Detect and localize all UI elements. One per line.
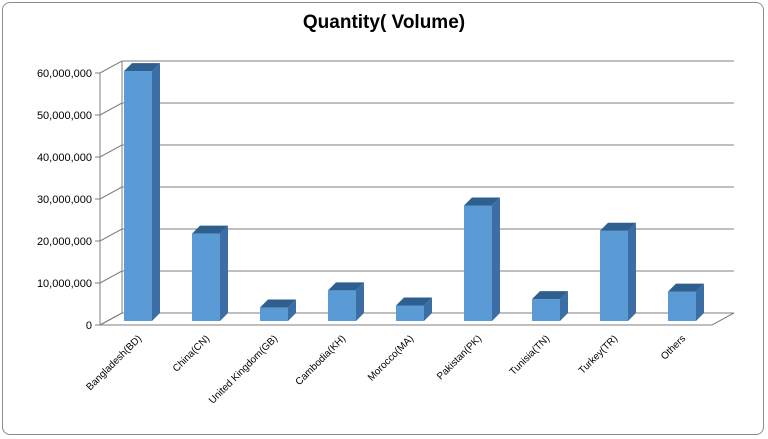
gridline-depth <box>99 270 123 284</box>
y-tick-label: 60,000,000 <box>37 68 92 80</box>
x-tick-label: Pakistan(PK) <box>435 333 484 382</box>
bar-front <box>464 205 492 321</box>
bar-front <box>396 305 424 321</box>
bar-side <box>288 299 296 321</box>
bar-top <box>328 282 364 291</box>
x-tick-label: Others <box>659 333 688 362</box>
y-tick-label: 50,000,000 <box>37 110 92 122</box>
bar-side <box>220 225 228 321</box>
bar-pakistan-pk <box>464 197 500 321</box>
x-tick-label: China(CN) <box>171 333 212 374</box>
x-tick-labels: Bangladesh(BD) China(CN)United Kingdom(GB… <box>84 333 688 406</box>
y-tick-label: 40,000,000 <box>37 152 92 164</box>
bar-cambodia-kh <box>328 282 364 321</box>
chart-floor <box>99 312 735 326</box>
bar-top <box>260 299 296 308</box>
bar-front <box>192 233 220 321</box>
x-tick-label: United Kingdom(GB) <box>207 333 280 406</box>
bar-others <box>668 283 704 321</box>
x-tick-label: Turkey(TR) <box>577 333 620 376</box>
bar-turkey-tr <box>600 222 636 321</box>
bar-side <box>628 222 636 321</box>
gridline-depth <box>99 228 123 242</box>
bar-top <box>668 283 704 292</box>
bar-top <box>124 63 160 72</box>
bar-front <box>328 290 356 321</box>
gridline-depth <box>99 144 123 158</box>
chart-title: Quantity( Volume) <box>302 12 466 33</box>
bar-united-kingdom-gb <box>260 299 296 321</box>
bar-side <box>424 297 432 321</box>
bar-tunisia-tn <box>532 291 568 321</box>
bar-side <box>356 282 364 321</box>
gridline-depth <box>99 60 123 74</box>
bar-layer <box>124 63 704 321</box>
bar-front <box>668 291 696 321</box>
gridline-depth <box>99 102 123 116</box>
axis-layer <box>95 61 735 326</box>
bar-side <box>560 291 568 321</box>
bar-side <box>696 283 704 321</box>
bar-top <box>396 297 432 306</box>
bar-china-cn <box>192 225 228 321</box>
y-tick-label: 10,000,000 <box>37 278 92 290</box>
x-tick-label: Morocco(MA) <box>366 333 416 383</box>
x-tick-label: Cambodia(KH) <box>294 333 349 388</box>
bar-top <box>192 225 228 234</box>
bar-front <box>532 299 560 321</box>
bar-front <box>260 307 288 321</box>
bar-top <box>600 222 636 231</box>
x-tick-label: Bangladesh(BD) <box>84 333 144 393</box>
bar-morocco-ma <box>396 297 432 321</box>
gridline-depth <box>99 186 123 200</box>
y-tick-label: 0 <box>86 320 92 332</box>
bar-front <box>124 71 152 321</box>
bar-bangladesh-bd <box>124 63 160 321</box>
bar-side <box>152 63 160 321</box>
x-tick-label: Tunisia(TN) <box>508 333 552 377</box>
y-tick-label: 20,000,000 <box>37 236 92 248</box>
bar-side <box>492 197 500 321</box>
y-tick-label: 30,000,000 <box>37 194 92 206</box>
y-tick-labels: 0 10,000,000 20,000,000 30,000,000 40,000,00… <box>37 68 92 332</box>
bar-top <box>532 291 568 300</box>
bar-top <box>464 197 500 206</box>
bar-front <box>600 230 628 321</box>
